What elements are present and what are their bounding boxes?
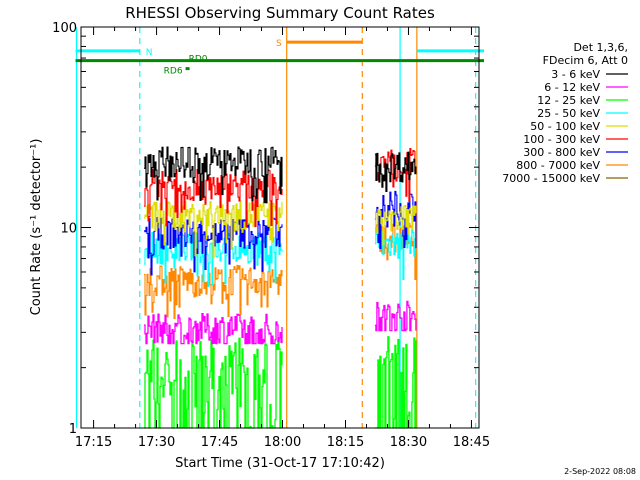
rd6-flag-mark: [185, 67, 190, 71]
y-tick-label-2: 100: [52, 21, 77, 36]
series-trace-0-segment-1: [374, 151, 417, 192]
flag-label-rd6: RD6: [164, 67, 183, 77]
legend-label-1: 6 - 12 keV: [544, 81, 600, 94]
chart-title: RHESSI Observing Summary Count Rates: [125, 4, 435, 22]
legend-label-4: 50 - 100 keV: [530, 120, 600, 133]
legend-header-line-2: FDecim 6, Att 0: [543, 54, 628, 67]
x-axis-label: Start Time (31-Oct-17 17:10:42): [175, 456, 385, 471]
series-trace-6-segment-0: [144, 217, 283, 276]
x-tick-label-6: 18:45: [453, 435, 490, 450]
x-tick-label-4: 18:15: [327, 435, 364, 450]
legend-label-3: 25 - 50 keV: [537, 107, 600, 120]
plot-data: N S RD0 RD6: [75, 27, 485, 429]
y-axis-label: Count Rate (s⁻¹ detector⁻¹): [29, 139, 44, 316]
series-trace-5-segment-0: [144, 168, 283, 228]
legend-label-8: 7000 - 15000 keV: [502, 172, 600, 185]
series-trace-1-segment-1: [374, 300, 417, 332]
legend-header-line-1: Det 1,3,6,: [573, 41, 628, 54]
x-tick-label-0: 17:15: [75, 435, 112, 450]
y-tick-label-0: 1: [69, 422, 77, 437]
series-trace-2-segment-1: [374, 336, 417, 429]
y-tick-label-1: 10: [60, 222, 77, 237]
date-stamp: 2-Sep-2022 08:08: [564, 467, 636, 476]
flag-label-s: S: [276, 39, 282, 49]
series-trace-3-segment-1: [374, 229, 417, 280]
series-trace-2-segment-0: [144, 337, 283, 429]
axes: 17:15 17:30 17:45 18:00 18:15 18:30 18:45 1 10 10…: [52, 21, 490, 450]
legend-label-5: 100 - 300 keV: [523, 133, 600, 146]
x-tick-label-2: 17:45: [201, 435, 238, 450]
x-tick-label-1: 17:30: [138, 435, 175, 450]
x-tick-label-3: 18:00: [264, 435, 301, 450]
flag-label-n: N: [146, 48, 153, 58]
legend-label-2: 12 - 25 keV: [537, 94, 600, 107]
series-trace-4-segment-1: [374, 205, 417, 246]
legend-label-6: 300 - 800 keV: [523, 146, 600, 159]
legend-label-7: 800 - 7000 keV: [516, 159, 600, 172]
series-trace-0-segment-0: [144, 146, 283, 204]
flag-label-rd0: RD0: [189, 55, 208, 65]
series-trace-1-segment-0: [144, 313, 283, 345]
legend-label-0: 3 - 6 keV: [551, 68, 600, 81]
x-tick-label-5: 18:30: [390, 435, 427, 450]
